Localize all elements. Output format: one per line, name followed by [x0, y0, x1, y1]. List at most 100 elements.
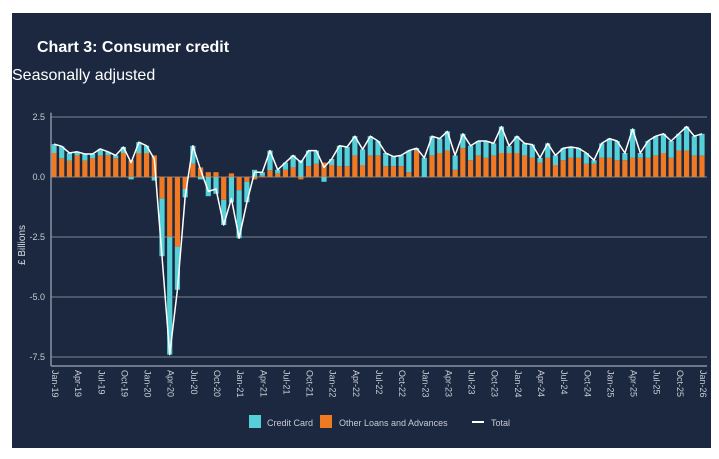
bar-other-loans	[375, 155, 381, 177]
bar-credit-card	[491, 143, 497, 156]
bar-credit-card	[120, 147, 127, 153]
x-tick-label: Oct-25	[675, 370, 685, 397]
bar-other-loans	[113, 158, 119, 177]
bar-other-loans	[629, 157, 636, 177]
bar-other-loans	[699, 155, 705, 177]
bar-other-loans	[444, 150, 451, 177]
bar-other-loans	[344, 166, 350, 177]
bar-credit-card	[367, 136, 373, 156]
bar-other-loans	[244, 177, 250, 182]
x-tick-label: Oct-22	[397, 370, 407, 397]
x-tick-label: Jan-25	[605, 370, 615, 398]
x-tick-label: Apr-21	[258, 370, 268, 397]
bar-other-loans	[460, 148, 466, 177]
x-tick-label: Apr-20	[166, 370, 176, 397]
bar-credit-card	[51, 144, 57, 153]
x-tick-label: Jul-25	[652, 370, 662, 395]
bar-other-loans	[275, 173, 281, 177]
bar-other-loans	[552, 165, 559, 177]
legend-credit-card-swatch	[249, 415, 261, 428]
bar-credit-card	[699, 133, 705, 156]
bar-other-loans	[583, 163, 589, 177]
y-tick-label: 0.0	[32, 172, 45, 182]
bar-other-loans	[167, 177, 173, 237]
bar-other-loans	[352, 155, 358, 177]
bar-credit-card	[267, 150, 273, 171]
bar-other-loans	[437, 153, 443, 177]
bar-other-loans	[575, 157, 582, 177]
bar-other-loans	[452, 169, 458, 177]
bar-other-loans	[506, 153, 512, 177]
bar-other-loans	[637, 157, 643, 177]
x-tick-label: Oct-23	[490, 370, 500, 397]
x-tick-label: Oct-20	[212, 370, 222, 397]
bar-other-loans	[51, 153, 57, 177]
bar-credit-card	[452, 155, 458, 170]
bar-credit-card	[282, 162, 289, 170]
bar-other-loans	[182, 177, 188, 189]
bar-credit-card	[259, 172, 265, 176]
bar-credit-card	[352, 136, 358, 156]
bar-credit-card	[676, 133, 682, 151]
bar-other-loans	[313, 163, 319, 177]
bar-other-loans	[105, 155, 111, 177]
legend: Credit Card Other Loans and Advances Tot…	[249, 415, 510, 428]
bar-credit-card	[583, 153, 589, 164]
bar-credit-card	[97, 148, 103, 156]
bar-other-loans	[305, 166, 312, 177]
bar-other-loans	[683, 150, 690, 177]
y-tick-labels: 2.5 0.0 -2.5 -5.0 -7.5	[29, 112, 45, 362]
bar-credit-card	[475, 141, 481, 156]
bar-other-loans	[398, 166, 404, 177]
bar-other-loans	[622, 160, 628, 177]
bar-credit-card	[398, 155, 404, 167]
x-tick-label: Jan-22	[328, 370, 338, 398]
bar-credit-card	[59, 146, 65, 159]
bar-credit-card	[629, 129, 636, 158]
bar-credit-card	[244, 181, 250, 203]
bar-credit-card	[383, 153, 389, 167]
bar-other-loans	[514, 153, 520, 177]
bar-other-loans	[383, 166, 389, 177]
bar-credit-card	[151, 177, 157, 181]
bar-credit-card	[529, 144, 535, 158]
x-tick-label: Oct-21	[305, 370, 315, 397]
bar-other-loans	[251, 177, 258, 180]
bar-other-loans	[491, 155, 497, 177]
bar-other-loans	[668, 157, 674, 177]
legend-total-label: Total	[491, 418, 510, 428]
bar-credit-card	[660, 133, 667, 153]
bar-other-loans	[529, 157, 535, 177]
bar-credit-card	[329, 159, 335, 165]
x-tick-label: Jul-20	[189, 370, 199, 395]
bar-credit-card	[190, 145, 196, 164]
bar-credit-card	[653, 136, 659, 156]
bar-other-loans	[591, 163, 597, 177]
bar-other-loans	[205, 172, 211, 177]
bar-credit-card	[645, 141, 651, 158]
bar-other-loans	[660, 153, 667, 177]
y-tick-label: -2.5	[29, 232, 45, 242]
bar-other-loans	[406, 172, 412, 177]
x-tick-label: Jan-26	[698, 370, 708, 398]
bar-other-loans	[128, 160, 134, 177]
bar-credit-card	[228, 177, 235, 203]
bar-other-loans	[97, 155, 103, 177]
legend-other-loans-label: Other Loans and Advances	[339, 418, 448, 428]
x-tick-label: Jan-19	[50, 370, 60, 398]
bar-credit-card	[460, 133, 466, 149]
x-tick-label: Jul-22	[374, 370, 384, 395]
bar-other-loans	[645, 157, 651, 177]
y-axis-label: £ Billions	[17, 225, 28, 265]
bar-credit-card	[74, 151, 80, 156]
bar-other-loans	[136, 153, 142, 177]
x-tick-label: Jul-24	[559, 370, 569, 395]
axes	[50, 112, 707, 367]
bar-other-loans	[413, 150, 420, 177]
bar-credit-card	[167, 237, 173, 355]
bar-other-loans	[475, 155, 481, 177]
bar-other-loans	[614, 160, 620, 177]
bar-credit-card	[514, 136, 520, 153]
chart-title: Chart 3: Consumer credit	[37, 39, 230, 56]
bar-credit-card	[552, 155, 559, 165]
